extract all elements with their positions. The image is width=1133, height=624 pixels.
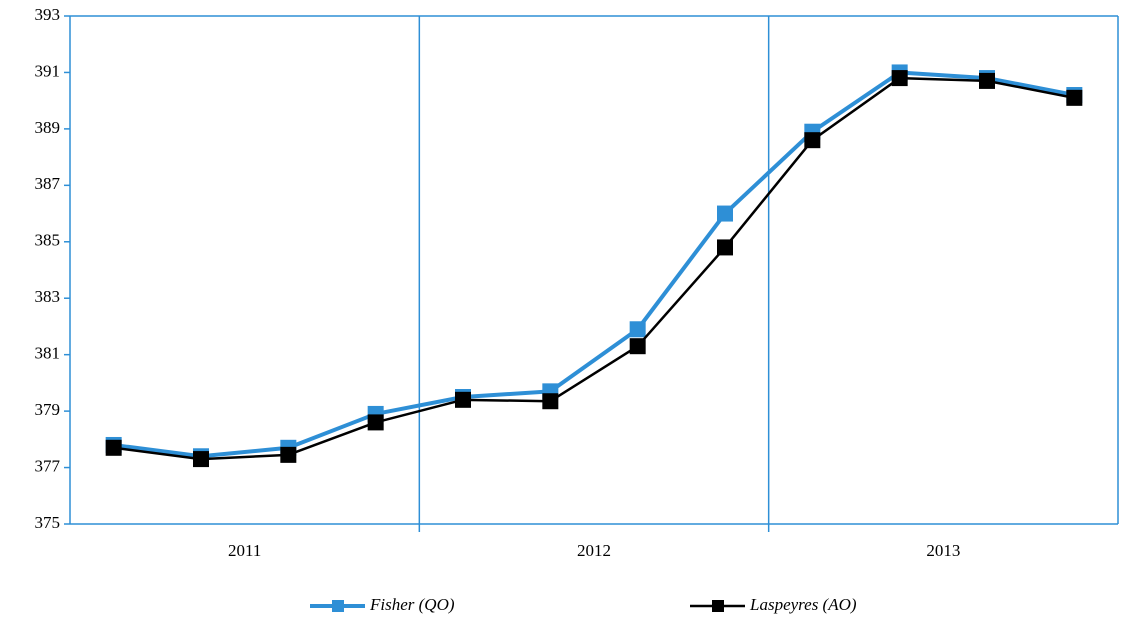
point-marker (629, 321, 646, 338)
x-group-label: 2011 (228, 541, 261, 560)
point-marker (193, 451, 209, 468)
x-group-label: 2013 (926, 541, 960, 560)
y-tick-label: 389 (35, 118, 61, 137)
point-marker (717, 239, 733, 256)
point-marker (804, 132, 821, 149)
y-tick-label: 387 (35, 174, 61, 193)
y-tick-label: 381 (35, 344, 61, 363)
series-line (113, 70, 1075, 459)
y-tick-label: 375 (35, 513, 61, 532)
legend-marker (712, 600, 724, 612)
point-marker (629, 338, 646, 355)
point-marker (891, 70, 908, 87)
series-line (113, 76, 1075, 461)
y-tick-label: 383 (35, 287, 61, 306)
y-tick-label: 385 (35, 231, 61, 250)
point-marker (542, 393, 559, 410)
point-marker (367, 414, 384, 431)
y-tick-label: 377 (35, 456, 61, 475)
y-tick-label: 379 (35, 400, 61, 419)
point-marker (1066, 89, 1083, 106)
y-tick-label: 391 (35, 61, 61, 80)
point-marker (717, 205, 733, 222)
y-tick-label: 393 (35, 5, 61, 24)
x-group-label: 2012 (577, 541, 611, 560)
legend-label: Fisher (QO) (369, 595, 455, 614)
point-marker (105, 439, 122, 456)
point-marker (455, 391, 471, 408)
legend-marker (332, 600, 344, 612)
point-marker (979, 72, 995, 89)
point-marker (280, 446, 297, 463)
legend-label: Laspeyres (AO) (749, 595, 857, 614)
